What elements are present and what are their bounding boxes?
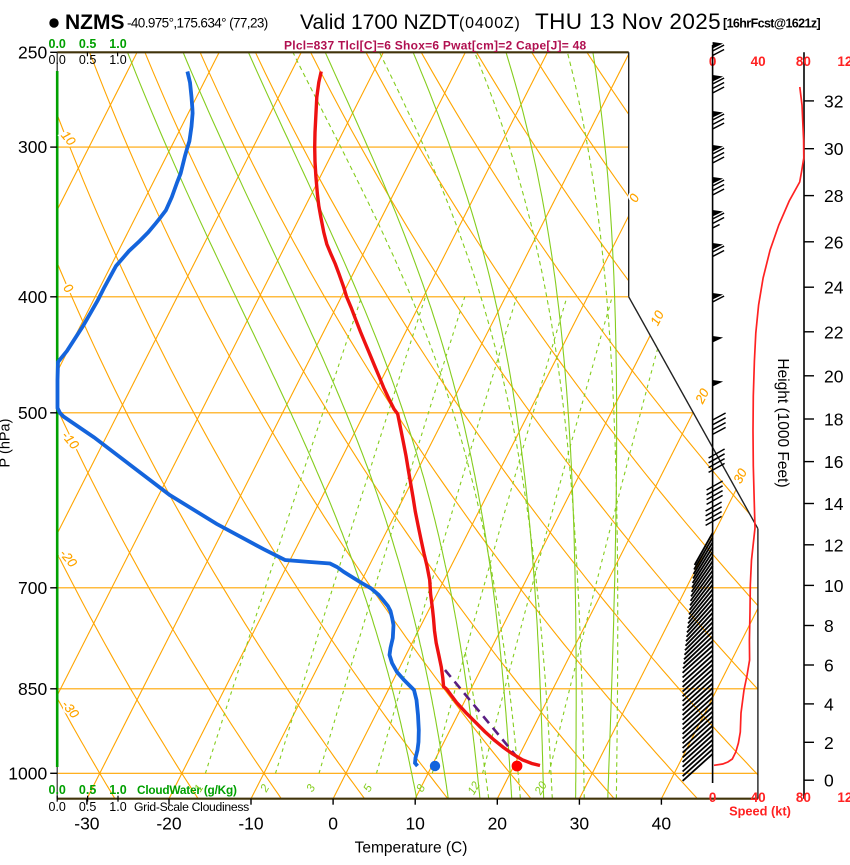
svg-text:Height (1000 Feet): Height (1000 Feet) bbox=[774, 358, 791, 487]
svg-text:0.0: 0.0 bbox=[49, 37, 66, 51]
svg-text:26: 26 bbox=[824, 232, 843, 252]
svg-text:(0400Z): (0400Z) bbox=[459, 15, 521, 32]
svg-text:80: 80 bbox=[796, 54, 811, 69]
svg-text:NZMS: NZMS bbox=[65, 11, 125, 34]
svg-text:20: 20 bbox=[488, 814, 508, 834]
svg-text:-20: -20 bbox=[156, 814, 182, 834]
svg-text:500: 500 bbox=[18, 403, 47, 423]
svg-text:1.0: 1.0 bbox=[109, 783, 126, 797]
svg-text:300: 300 bbox=[18, 137, 47, 157]
svg-text:P (hPa): P (hPa) bbox=[0, 419, 14, 468]
svg-text:0.5: 0.5 bbox=[79, 53, 96, 67]
svg-text:0: 0 bbox=[709, 790, 717, 805]
svg-text:Speed (kt): Speed (kt) bbox=[729, 804, 791, 819]
svg-text:40: 40 bbox=[751, 790, 766, 805]
svg-text:16: 16 bbox=[824, 452, 843, 472]
svg-text:[16hrFcst@1621z]: [16hrFcst@1621z] bbox=[723, 17, 821, 31]
svg-text:6: 6 bbox=[824, 656, 834, 676]
svg-text:1.0: 1.0 bbox=[109, 37, 126, 51]
svg-text:12: 12 bbox=[824, 535, 843, 555]
svg-text:250: 250 bbox=[18, 42, 47, 62]
svg-text:THU 13 Nov 2025: THU 13 Nov 2025 bbox=[535, 9, 721, 34]
svg-text:Plcl=837 Tlcl[C]=6 Shox=6 Pwat: Plcl=837 Tlcl[C]=6 Shox=6 Pwat[cm]=2 Cap… bbox=[284, 39, 587, 53]
svg-text:-40.975°,175.634° (77,23): -40.975°,175.634° (77,23) bbox=[127, 16, 268, 31]
svg-text:-10: -10 bbox=[238, 814, 264, 834]
svg-text:32: 32 bbox=[824, 91, 843, 111]
svg-text:30: 30 bbox=[824, 139, 844, 159]
svg-text:700: 700 bbox=[18, 578, 47, 598]
svg-text:28: 28 bbox=[824, 186, 843, 206]
svg-text:0.5: 0.5 bbox=[79, 783, 96, 797]
svg-text:2: 2 bbox=[824, 733, 834, 753]
svg-text:CloudWater (g/Kg): CloudWater (g/Kg) bbox=[137, 783, 237, 797]
svg-text:8: 8 bbox=[824, 616, 834, 636]
svg-text:22: 22 bbox=[824, 322, 843, 342]
svg-text:400: 400 bbox=[18, 287, 47, 307]
svg-text:14: 14 bbox=[824, 494, 844, 514]
svg-text:10: 10 bbox=[405, 814, 425, 834]
svg-text:1000: 1000 bbox=[8, 763, 47, 783]
svg-text:0.0: 0.0 bbox=[49, 783, 66, 797]
svg-text:30: 30 bbox=[570, 814, 590, 834]
svg-text:0.0: 0.0 bbox=[49, 53, 66, 67]
svg-text:20: 20 bbox=[692, 385, 713, 406]
svg-text:0.5: 0.5 bbox=[79, 800, 96, 814]
svg-text:20: 20 bbox=[824, 366, 844, 386]
svg-text:850: 850 bbox=[18, 679, 47, 699]
svg-text:10: 10 bbox=[824, 576, 844, 596]
svg-text:80: 80 bbox=[796, 790, 811, 805]
svg-text:4: 4 bbox=[824, 694, 834, 714]
svg-text:120: 120 bbox=[837, 54, 850, 69]
svg-text:1.0: 1.0 bbox=[109, 53, 126, 67]
svg-text:12: 12 bbox=[466, 779, 483, 797]
svg-text:40: 40 bbox=[652, 814, 672, 834]
svg-text:1.0: 1.0 bbox=[109, 800, 126, 814]
svg-text:0.5: 0.5 bbox=[79, 37, 96, 51]
svg-text:30: 30 bbox=[730, 465, 750, 485]
svg-text:-30: -30 bbox=[74, 814, 100, 834]
svg-text:18: 18 bbox=[824, 410, 843, 430]
svg-text:120: 120 bbox=[837, 790, 850, 805]
svg-text:Temperature (C): Temperature (C) bbox=[355, 840, 468, 857]
svg-text:0: 0 bbox=[824, 771, 834, 791]
svg-text:24: 24 bbox=[824, 278, 844, 298]
svg-text:1: 1 bbox=[193, 783, 207, 795]
svg-text:40: 40 bbox=[751, 54, 766, 69]
svg-text:0: 0 bbox=[328, 814, 338, 834]
svg-text:10: 10 bbox=[647, 307, 667, 327]
svg-text:Valid 1700 NZDT: Valid 1700 NZDT bbox=[300, 11, 460, 34]
svg-text:Grid-Scale Cloudiness: Grid-Scale Cloudiness bbox=[134, 800, 249, 814]
svg-text:0.0: 0.0 bbox=[49, 800, 66, 814]
